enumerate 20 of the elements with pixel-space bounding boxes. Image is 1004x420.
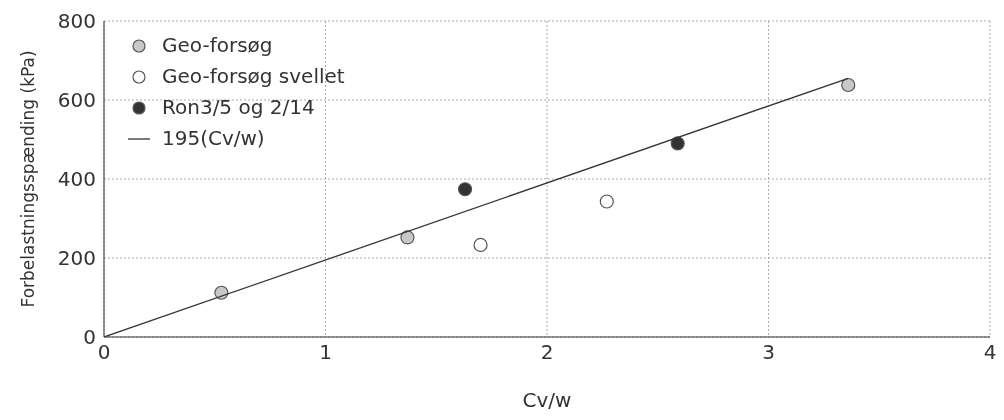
x-tick-label: 3	[762, 340, 775, 365]
point	[599, 194, 614, 209]
point	[670, 136, 685, 151]
point	[473, 237, 488, 253]
legend-label: 195(Cv/w)	[162, 125, 265, 152]
legend-label: Geo-forsøg	[162, 32, 273, 59]
point	[841, 77, 856, 93]
x-tick-label: 1	[319, 340, 332, 365]
y-tick-label: 200	[57, 246, 96, 271]
y-axis-title: Forbelastningsspænding (kPa)	[18, 50, 38, 308]
y-tick-label: 600	[57, 88, 96, 113]
legend-label: Ron3/5 og 2/14	[162, 94, 315, 121]
point	[457, 182, 473, 197]
x-tick-label: 4	[983, 340, 997, 365]
y-tick-label: 400	[57, 167, 96, 192]
y-tick-label: 800	[57, 9, 96, 34]
x-tick-label: 2	[540, 340, 554, 365]
point	[400, 230, 415, 245]
legend-label: Geo-forsøg svellet	[162, 63, 345, 90]
x-axis-title: Cv/w	[522, 388, 572, 412]
